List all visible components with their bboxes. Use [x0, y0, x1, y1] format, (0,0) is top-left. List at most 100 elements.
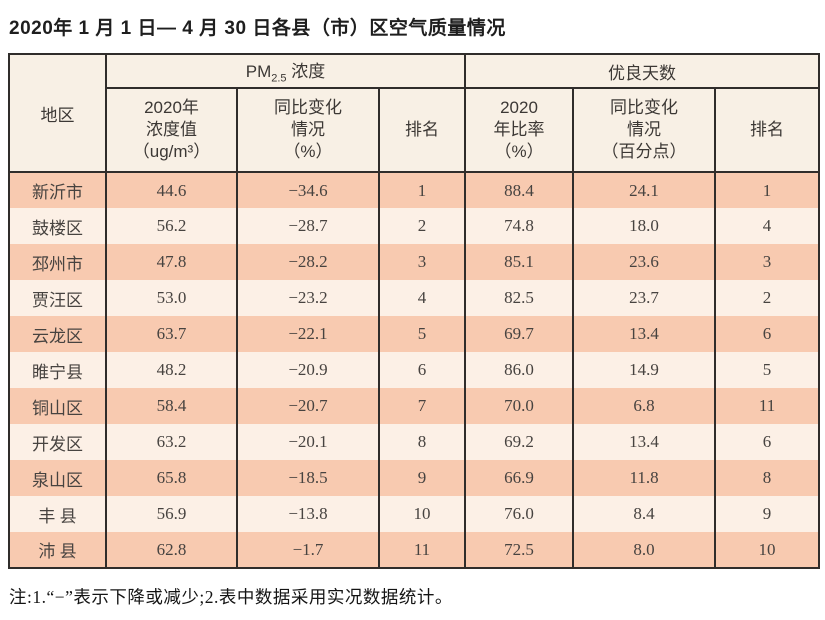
ratio-rank-cell: 1	[714, 172, 821, 208]
region-cell: 开发区	[8, 424, 107, 460]
table-row: 云龙区 63.7 −22.1 5 69.7 13.4 6	[8, 316, 821, 352]
pm-change-cell: −34.6	[236, 172, 380, 208]
region-cell: 鼓楼区	[8, 208, 107, 244]
header-line: 同比变化	[610, 97, 679, 117]
header-line: 同比变化	[274, 97, 342, 117]
ratio-rank-cell: 6	[714, 424, 821, 460]
region-cell: 贾汪区	[8, 280, 107, 316]
air-quality-table: 地区 PM2.5 浓度 优良天数 2020年 浓度值 （ug/m³） 同比变化 …	[8, 53, 821, 569]
pm-value-cell: 58.4	[105, 388, 238, 424]
pm-rank-cell: 9	[377, 460, 467, 496]
column-group-good-days: 优良天数	[464, 54, 821, 89]
ratio-change-cell: 23.6	[572, 244, 717, 280]
header-line: 2020	[500, 97, 538, 117]
region-cell: 铜山区	[8, 388, 107, 424]
pm-value-cell: 62.8	[105, 532, 238, 568]
pm-value-cell: 44.6	[105, 172, 238, 208]
column-header-ratio: 2020 年比率 （%）	[464, 88, 575, 173]
ratio-change-cell: 11.8	[572, 460, 717, 496]
pm-rank-cell: 10	[377, 496, 467, 532]
header-group-row: 地区 PM2.5 浓度 优良天数	[8, 54, 821, 173]
ratio-cell: 85.1	[464, 244, 575, 280]
region-cell: 丰 县	[8, 496, 107, 532]
ratio-rank-cell: 11	[714, 388, 821, 424]
pm-change-cell: −18.5	[236, 460, 380, 496]
ratio-change-cell: 24.1	[572, 172, 717, 208]
ratio-cell: 69.7	[464, 316, 575, 352]
table-row: 新沂市 44.6 −34.6 1 88.4 24.1 1	[8, 172, 821, 208]
column-group-pm25: PM2.5 浓度	[104, 54, 467, 89]
pm25-label-prefix: PM	[245, 62, 272, 82]
ratio-cell: 74.8	[464, 208, 575, 244]
region-cell: 邳州市	[8, 244, 107, 280]
pm-change-cell: −20.1	[236, 424, 380, 460]
region-cell: 睢宁县	[8, 352, 107, 388]
pm-value-cell: 56.9	[105, 496, 238, 532]
ratio-cell: 86.0	[464, 352, 575, 388]
pm-rank-cell: 1	[377, 172, 467, 208]
ratio-rank-cell: 8	[714, 460, 821, 496]
region-cell: 新沂市	[8, 172, 107, 208]
ratio-cell: 69.2	[464, 424, 575, 460]
ratio-change-cell: 23.7	[572, 280, 717, 316]
pm-rank-cell: 7	[377, 388, 467, 424]
header-line: 情况	[291, 119, 325, 139]
table-header: 地区 PM2.5 浓度 优良天数 2020年 浓度值 （ug/m³） 同比变化 …	[8, 54, 821, 173]
pm-change-cell: −1.7	[236, 532, 380, 568]
pm-rank-cell: 8	[377, 424, 467, 460]
pm-value-cell: 47.8	[105, 244, 238, 280]
ratio-change-cell: 13.4	[572, 316, 717, 352]
pm-change-cell: −13.8	[236, 496, 380, 532]
pm-change-cell: −22.1	[236, 316, 380, 352]
ratio-change-cell: 8.4	[572, 496, 717, 532]
pm-value-cell: 63.2	[105, 424, 238, 460]
header-sub-row: 2020年 浓度值 （ug/m³） 同比变化 情况 （%） 排名 2020 年比…	[9, 88, 821, 173]
pm25-label-subscript: 2.5	[271, 72, 287, 85]
header-line: （%）	[494, 142, 544, 162]
header-line: 排名	[405, 119, 439, 139]
ratio-change-cell: 18.0	[572, 208, 717, 244]
column-header-pm-rank: 排名	[377, 88, 467, 173]
header-line: 浓度值	[146, 119, 197, 139]
column-header-ratio-rank: 排名	[714, 88, 821, 173]
pm-rank-cell: 4	[377, 280, 467, 316]
pm-value-cell: 63.7	[105, 316, 238, 352]
table-row: 邳州市 47.8 −28.2 3 85.1 23.6 3	[8, 244, 821, 280]
ratio-cell: 88.4	[464, 172, 575, 208]
region-cell: 云龙区	[8, 316, 107, 352]
table-row: 铜山区 58.4 −20.7 7 70.0 6.8 11	[8, 388, 821, 424]
ratio-cell: 82.5	[464, 280, 575, 316]
table-row: 贾汪区 53.0 −23.2 4 82.5 23.7 2	[8, 280, 821, 316]
header-line: 情况	[627, 119, 662, 139]
header-line: 排名	[750, 119, 785, 139]
table-row: 开发区 63.2 −20.1 8 69.2 13.4 6	[8, 424, 821, 460]
header-line: 年比率	[493, 119, 545, 139]
table-row: 丰 县 56.9 −13.8 10 76.0 8.4 9	[8, 496, 821, 532]
page-title: 2020年 1 月 1 日— 4 月 30 日各县（市）区空气质量情况	[9, 18, 506, 39]
ratio-cell: 76.0	[464, 496, 575, 532]
pm-rank-cell: 6	[377, 352, 467, 388]
table-body: 新沂市 44.6 −34.6 1 88.4 24.1 1 鼓楼区 56.2 −28.7 2 74.8 1…	[8, 172, 821, 568]
table-row: 沛 县 62.8 −1.7 11 72.5 8.0 10	[8, 532, 821, 568]
pm-change-cell: −28.7	[236, 208, 380, 244]
ratio-cell: 66.9	[464, 460, 575, 496]
region-cell: 沛 县	[8, 532, 107, 568]
ratio-rank-cell: 6	[714, 316, 821, 352]
pm-change-cell: −28.2	[236, 244, 380, 280]
table-row: 鼓楼区 56.2 −28.7 2 74.8 18.0 4	[8, 208, 821, 244]
ratio-cell: 72.5	[464, 532, 575, 568]
ratio-change-cell: 14.9	[572, 352, 717, 388]
ratio-rank-cell: 4	[714, 208, 821, 244]
column-header-pm-value: 2020年 浓度值 （ug/m³）	[105, 88, 238, 173]
pm-value-cell: 56.2	[105, 208, 238, 244]
pm-rank-cell: 2	[377, 208, 467, 244]
header-line: （百分点）	[601, 142, 687, 162]
pm-value-cell: 65.8	[105, 460, 238, 496]
table-row: 睢宁县 48.2 −20.9 6 86.0 14.9 5	[8, 352, 821, 388]
ratio-change-cell: 13.4	[572, 424, 717, 460]
ratio-rank-cell: 5	[714, 352, 821, 388]
ratio-rank-cell: 3	[714, 244, 821, 280]
ratio-rank-cell: 9	[714, 496, 821, 532]
footnote: 注:1.“−”表示下降或减少;2.表中数据采用实况数据统计。	[9, 587, 453, 607]
pm-value-cell: 53.0	[105, 280, 238, 316]
